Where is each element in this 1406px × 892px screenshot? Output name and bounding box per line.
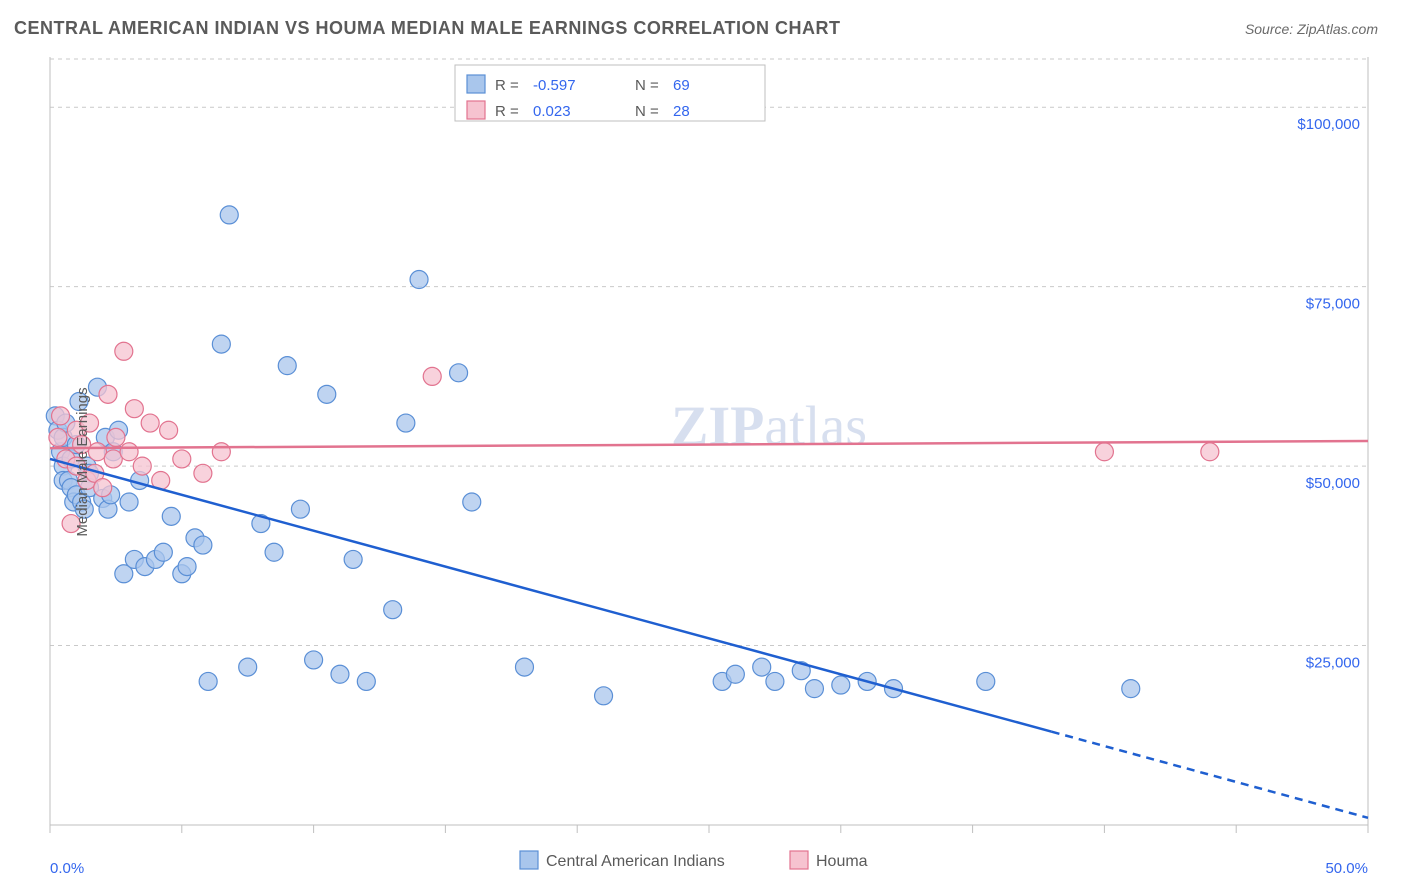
data-point — [595, 687, 613, 705]
data-point — [52, 407, 70, 425]
title-bar: CENTRAL AMERICAN INDIAN VS HOUMA MEDIAN … — [0, 0, 1406, 47]
y-tick-label: $25,000 — [1306, 655, 1360, 672]
legend-swatch — [790, 851, 808, 869]
data-point — [766, 672, 784, 690]
data-point — [1201, 443, 1219, 461]
data-point — [199, 672, 217, 690]
data-point — [154, 543, 172, 561]
data-point — [160, 421, 178, 439]
legend-swatch — [467, 101, 485, 119]
y-tick-label: $50,000 — [1306, 475, 1360, 492]
data-point — [1122, 680, 1140, 698]
source-prefix: Source: — [1245, 21, 1293, 37]
data-point — [194, 536, 212, 554]
legend-text: R = — [495, 77, 519, 94]
data-point — [49, 428, 67, 446]
data-point — [318, 385, 336, 403]
data-point — [397, 414, 415, 432]
data-point — [423, 367, 441, 385]
data-point — [463, 493, 481, 511]
regression-line — [50, 459, 1052, 732]
data-point — [331, 665, 349, 683]
source-name: ZipAtlas.com — [1297, 21, 1378, 37]
data-point — [832, 676, 850, 694]
data-point — [357, 672, 375, 690]
legend-text: N = — [635, 77, 659, 94]
data-point — [384, 601, 402, 619]
x-tick-label: 0.0% — [50, 860, 84, 877]
data-point — [162, 507, 180, 525]
data-point — [173, 450, 191, 468]
chart-svg: $25,000 $50,000 $75,000 $100,000 0.0% 50.0% ZI… — [0, 47, 1406, 877]
chart-title: CENTRAL AMERICAN INDIAN VS HOUMA MEDIAN … — [14, 18, 841, 39]
data-point — [99, 385, 117, 403]
data-point — [278, 357, 296, 375]
data-point — [212, 443, 230, 461]
data-point — [515, 658, 533, 676]
legend-text: 28 — [673, 103, 690, 120]
source-label: Source: ZipAtlas.com — [1245, 21, 1378, 37]
regression-line-dashed — [1052, 732, 1368, 818]
data-point — [450, 364, 468, 382]
data-point — [753, 658, 771, 676]
data-point — [178, 558, 196, 576]
legend-text: 0.023 — [533, 103, 571, 120]
legend-swatch — [520, 851, 538, 869]
y-axis-label: Median Male Earnings — [74, 387, 91, 536]
data-point — [726, 665, 744, 683]
data-point — [94, 479, 112, 497]
data-point — [291, 500, 309, 518]
legend-swatch — [467, 75, 485, 93]
data-point — [1095, 443, 1113, 461]
data-point — [141, 414, 159, 432]
legend-label: Central American Indians — [546, 853, 725, 870]
watermark: ZIPatlas — [671, 396, 867, 458]
data-point — [120, 493, 138, 511]
data-point — [120, 443, 138, 461]
y-tick-label: $100,000 — [1297, 116, 1360, 133]
data-point — [410, 271, 428, 289]
data-point — [344, 550, 362, 568]
legend-label: Houma — [816, 853, 868, 870]
data-point — [107, 428, 125, 446]
data-point — [805, 680, 823, 698]
data-point — [212, 335, 230, 353]
data-point — [239, 658, 257, 676]
data-point — [115, 342, 133, 360]
legend-text: N = — [635, 103, 659, 120]
data-point — [133, 457, 151, 475]
legend-text: R = — [495, 103, 519, 120]
data-point — [125, 400, 143, 418]
data-point — [305, 651, 323, 669]
legend-text: 69 — [673, 77, 690, 94]
data-point — [977, 672, 995, 690]
y-tick-label: $75,000 — [1306, 296, 1360, 313]
chart-area: Median Male Earnings $25,000 $50,000 $75,0… — [0, 47, 1406, 877]
x-tick-label: 50.0% — [1325, 860, 1368, 877]
data-point — [194, 464, 212, 482]
legend-text: -0.597 — [533, 77, 576, 94]
series-legend: Central American Indians Houma — [520, 851, 868, 870]
data-point — [220, 206, 238, 224]
data-point — [265, 543, 283, 561]
